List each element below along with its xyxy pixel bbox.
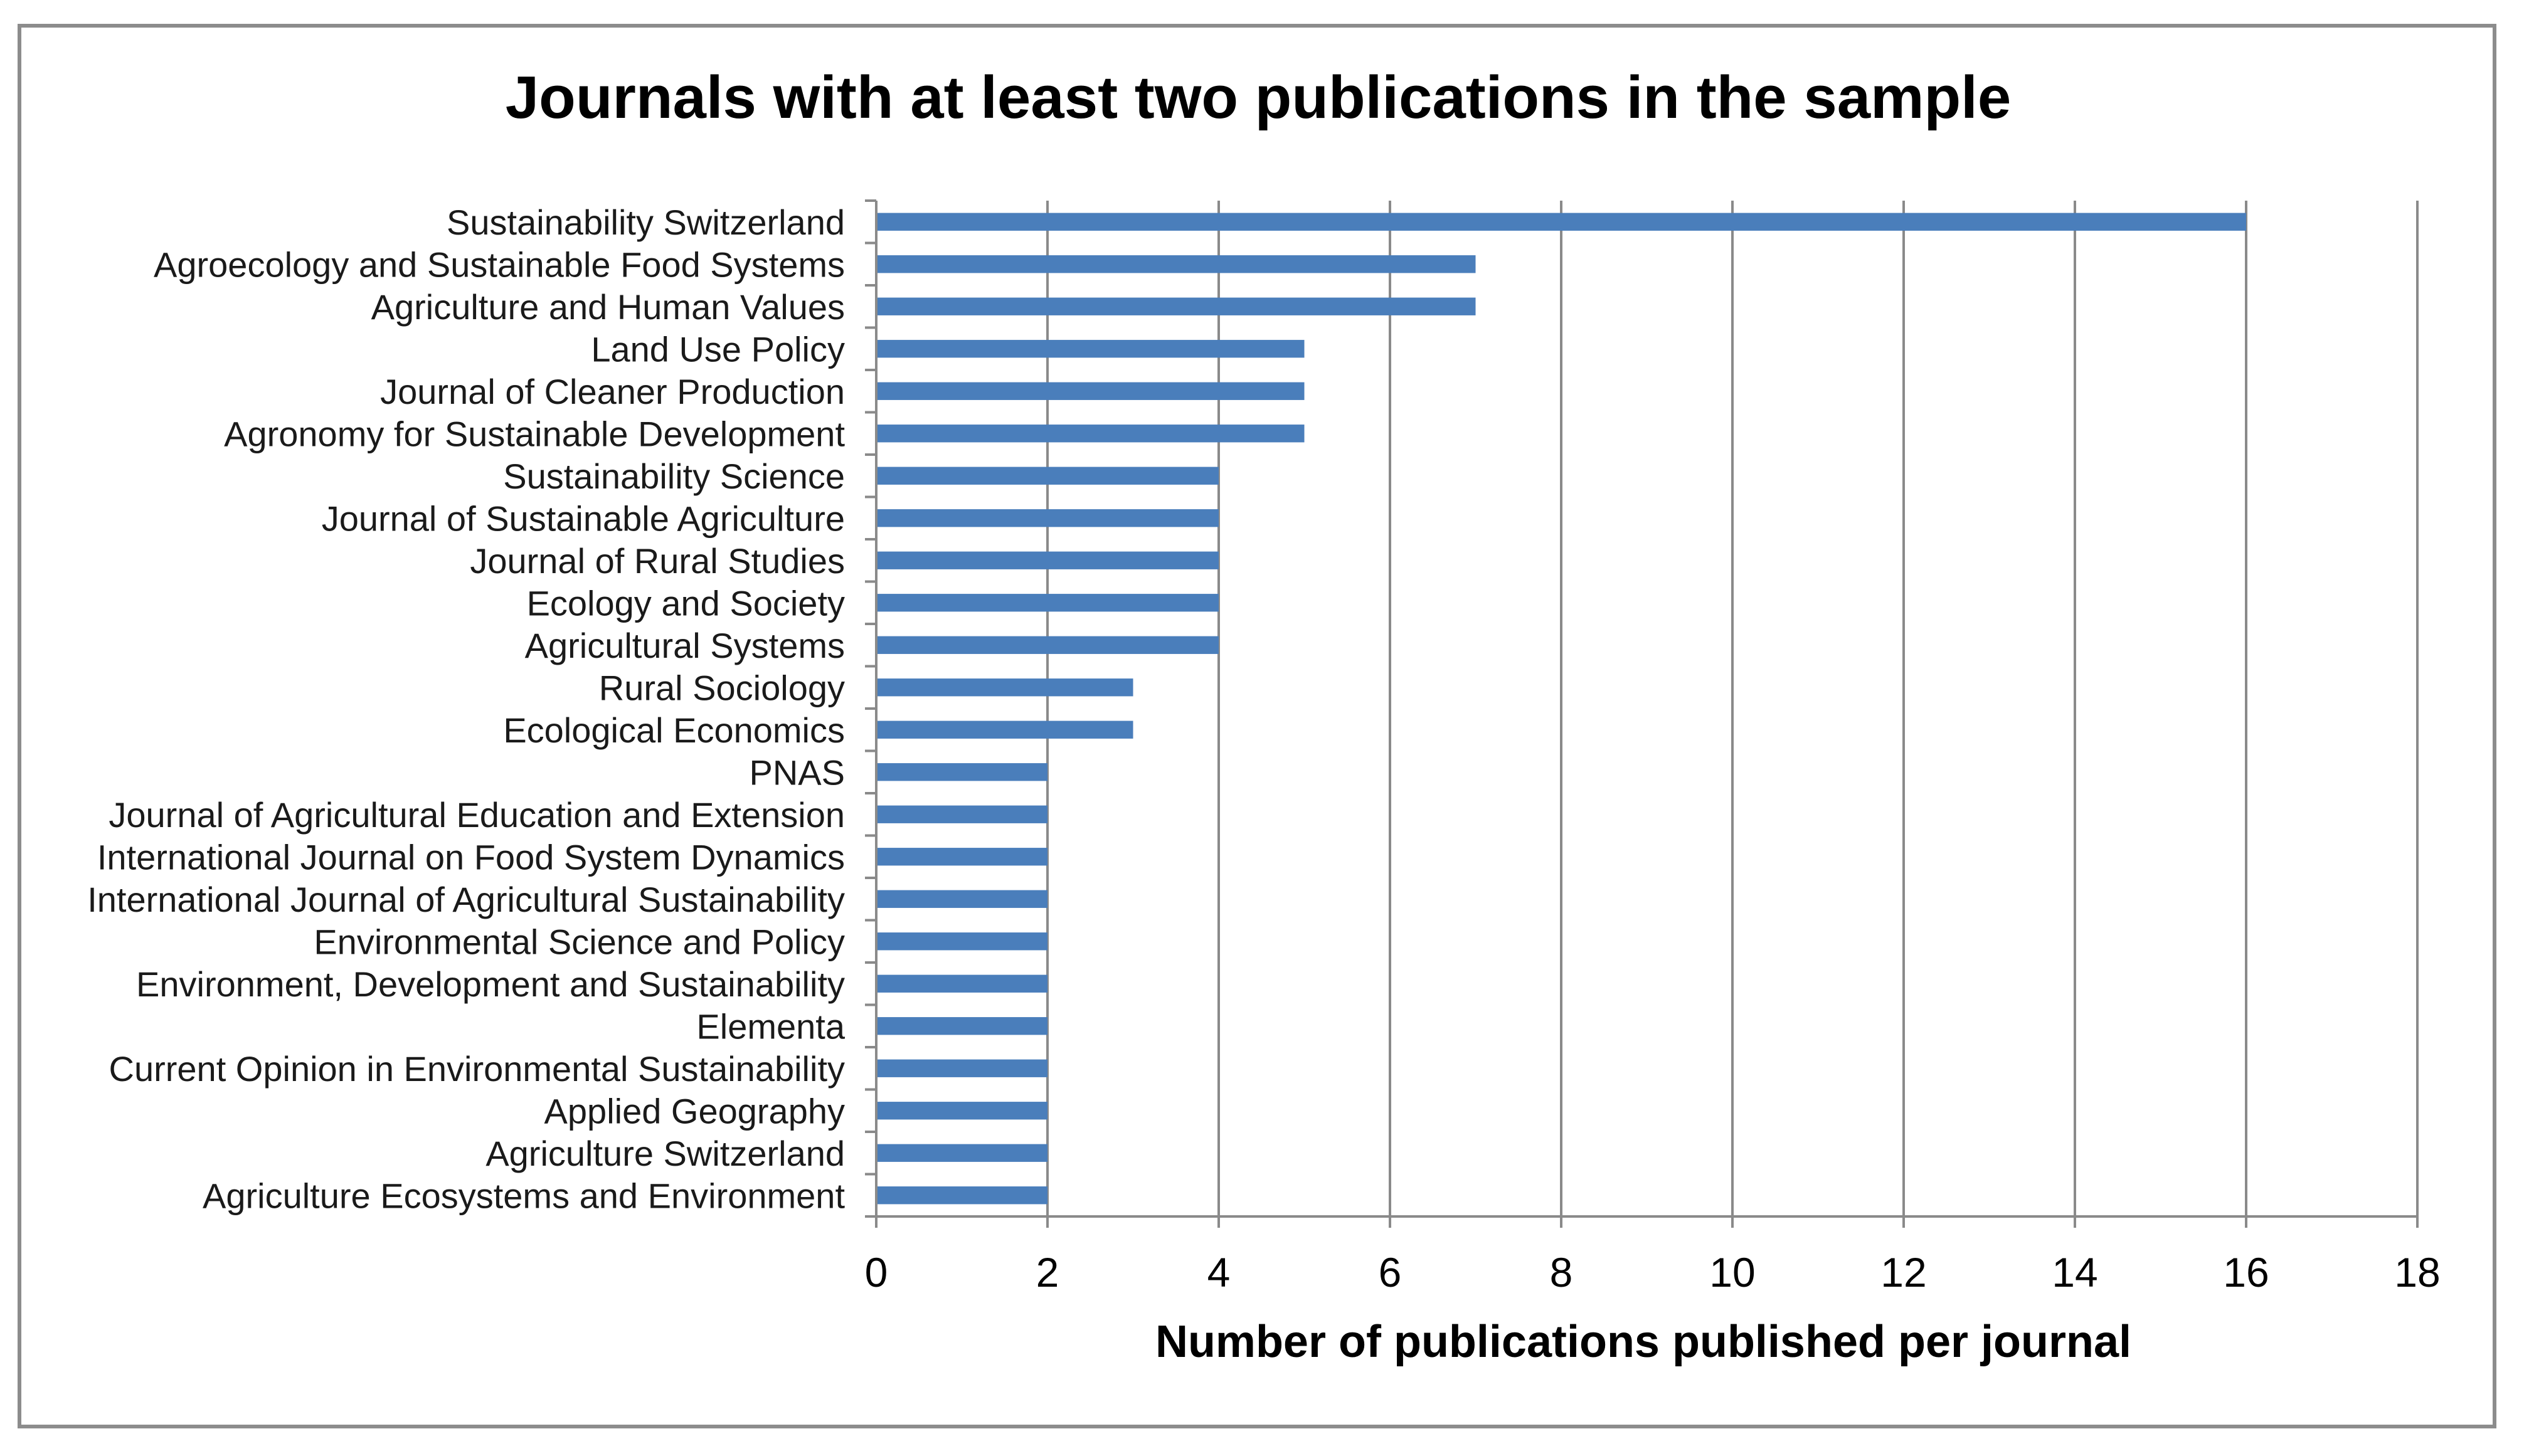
bar — [876, 297, 1476, 315]
bar — [876, 720, 1133, 739]
bar — [876, 678, 1133, 697]
x-tick-label: 8 — [1550, 1249, 1573, 1295]
category-label: Environment, Development and Sustainabil… — [136, 964, 845, 1004]
x-tick-label: 0 — [865, 1249, 888, 1295]
category-label: Journal of Rural Studies — [470, 541, 845, 581]
x-tick-label: 16 — [2223, 1249, 2269, 1295]
bar — [876, 636, 1219, 654]
category-label: Current Opinion in Environmental Sustain… — [109, 1049, 845, 1089]
bar — [876, 255, 1476, 273]
x-tick-label: 12 — [1880, 1249, 1926, 1295]
x-tick-labels: 0 2 4 6 8 10 12 14 16 18 — [865, 1249, 2441, 1295]
bar — [876, 594, 1219, 612]
bar — [876, 1186, 1047, 1205]
category-label: Agricultural Systems — [525, 626, 845, 665]
bar — [876, 213, 2246, 231]
category-label: Agroecology and Sustainable Food Systems — [154, 245, 845, 284]
axes — [865, 199, 2417, 1218]
category-label: Elementa — [696, 1006, 845, 1046]
bar — [876, 1144, 1047, 1162]
category-label: Agriculture Switzerland — [485, 1134, 845, 1173]
bar — [876, 1017, 1047, 1035]
bar — [876, 425, 1305, 443]
category-label: Agriculture and Human Values — [371, 287, 845, 327]
bar — [876, 382, 1305, 400]
x-tick-label: 14 — [2052, 1249, 2097, 1295]
category-label: Journal of Agricultural Education and Ex… — [109, 795, 845, 835]
x-tick-label: 6 — [1379, 1249, 1402, 1295]
category-label: Environmental Science and Policy — [314, 922, 845, 961]
bars — [876, 213, 2246, 1205]
category-label: International Journal on Food System Dyn… — [97, 837, 845, 877]
category-label: Rural Sociology — [599, 668, 845, 707]
category-label: Sustainability Switzerland — [447, 203, 845, 242]
category-label: Ecological Economics — [503, 710, 845, 750]
bar — [876, 509, 1219, 527]
category-label: Agriculture Ecosystems and Environment — [203, 1176, 845, 1215]
bar — [876, 467, 1219, 485]
bar — [876, 890, 1047, 908]
category-label: Sustainability Science — [503, 456, 845, 496]
category-label: Ecology and Society — [527, 583, 845, 623]
category-label: Journal of Sustainable Agriculture — [322, 499, 845, 538]
x-axis-label: Number of publications published per jou… — [1155, 1317, 2131, 1367]
gridlines — [875, 201, 2419, 1228]
x-tick-label: 18 — [2394, 1249, 2440, 1295]
category-label: Applied Geography — [544, 1091, 845, 1131]
bar — [876, 551, 1219, 569]
bar — [876, 1102, 1047, 1120]
category-label: PNAS — [750, 752, 846, 792]
bar — [876, 340, 1305, 358]
category-label: Journal of Cleaner Production — [380, 372, 845, 411]
category-label: International Journal of Agricultural Su… — [87, 880, 845, 919]
category-label: Agronomy for Sustainable Development — [224, 414, 845, 453]
bar — [876, 763, 1047, 781]
bar — [876, 805, 1047, 823]
bar — [876, 848, 1047, 866]
x-tick-label: 2 — [1036, 1249, 1059, 1295]
category-label: Land Use Policy — [591, 329, 845, 369]
chart-title: Journals with at least two publications … — [506, 64, 2011, 131]
bar — [876, 974, 1047, 993]
x-tick-label: 10 — [1709, 1249, 1755, 1295]
bar — [876, 1059, 1047, 1077]
x-tick-label: 4 — [1207, 1249, 1231, 1295]
bar — [876, 932, 1047, 951]
